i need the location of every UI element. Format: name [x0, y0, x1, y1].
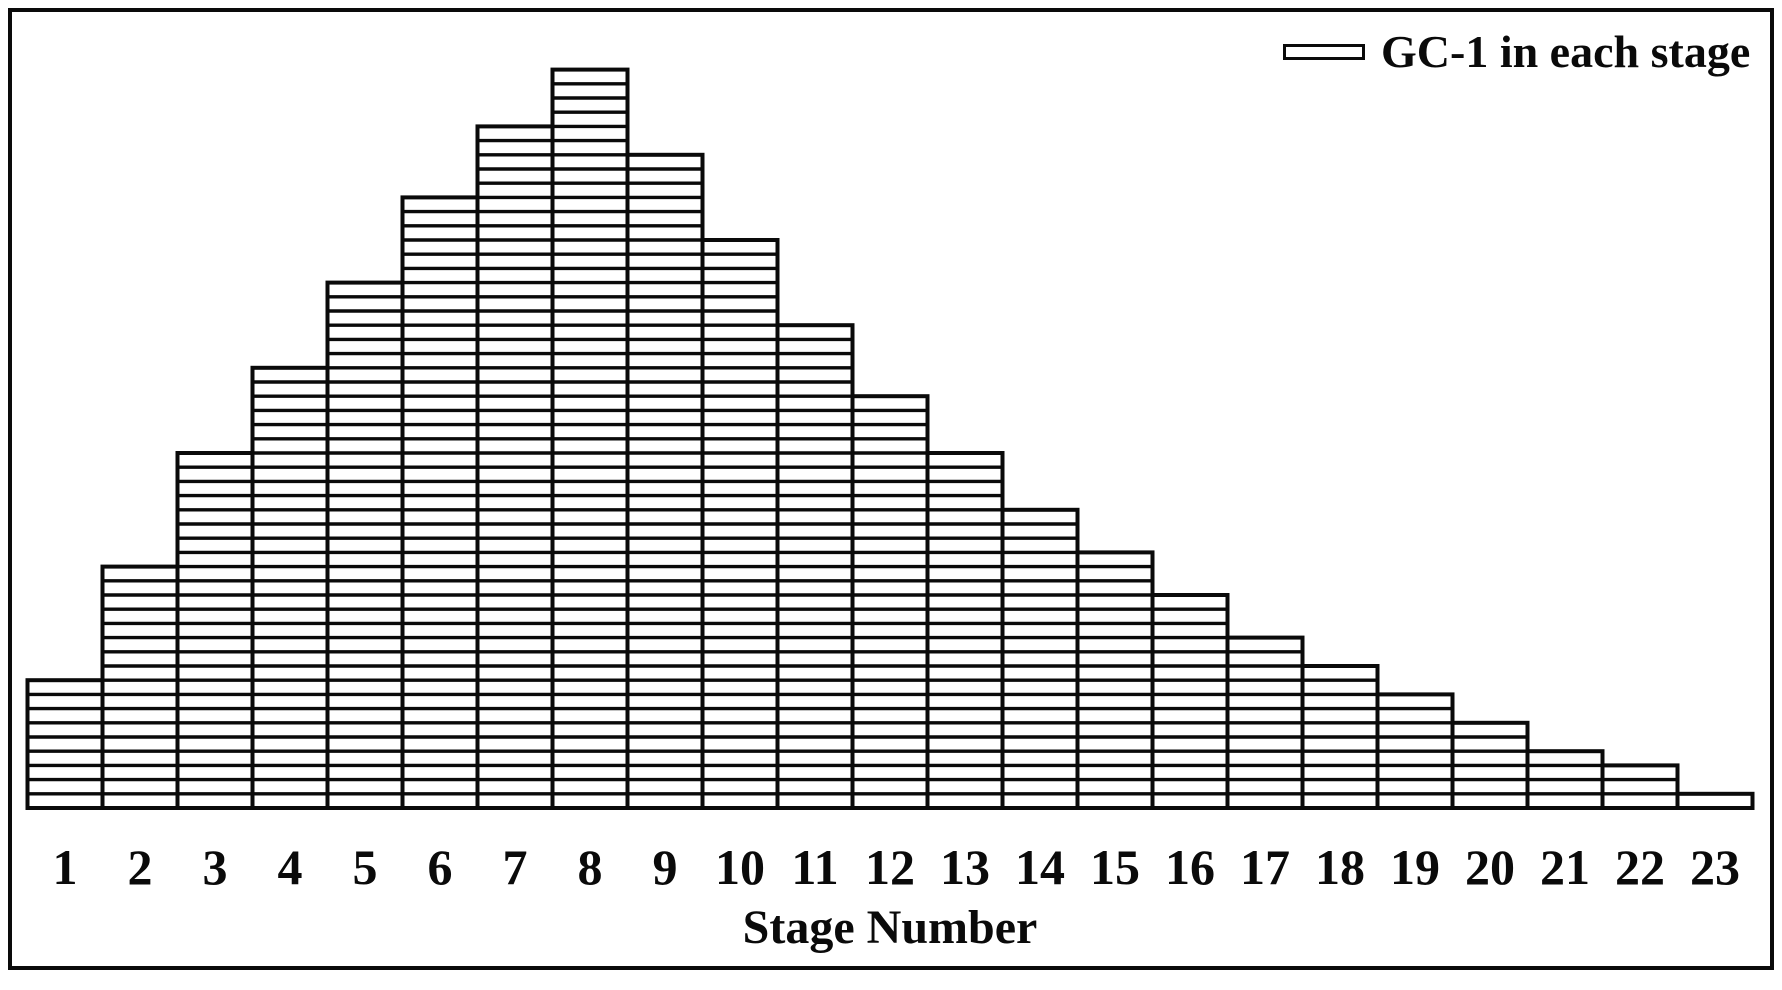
bar-stage-19 — [1375, 692, 1455, 811]
bar-stage-22 — [1600, 763, 1680, 811]
legend-label: GC-1 in each stage — [1381, 26, 1751, 77]
bar-stage-13 — [925, 451, 1005, 810]
x-tick-label-17: 17 — [1240, 839, 1290, 895]
x-tick-label-3: 3 — [202, 839, 228, 895]
x-tick-label-7: 7 — [502, 839, 528, 895]
bar-stage-23 — [1675, 791, 1755, 810]
x-tick-label-16: 16 — [1165, 839, 1215, 895]
x-tick-label-21: 21 — [1540, 839, 1590, 895]
x-tick-label-5: 5 — [352, 839, 378, 895]
bar-stage-18 — [1300, 664, 1380, 810]
bar-stage-16 — [1150, 593, 1230, 810]
x-tick-label-11: 11 — [791, 839, 839, 895]
x-tick-label-12: 12 — [865, 839, 915, 895]
bar-stage-21 — [1525, 749, 1605, 811]
bar-stage-8 — [550, 67, 630, 811]
bar-stage-15 — [1075, 550, 1155, 811]
x-tick-label-14: 14 — [1015, 839, 1065, 895]
x-tick-label-18: 18 — [1315, 839, 1365, 895]
x-tick-label-13: 13 — [940, 839, 990, 895]
bar-stage-17 — [1225, 635, 1305, 810]
x-tick-label-1: 1 — [52, 839, 78, 895]
x-tick-label-10: 10 — [715, 839, 765, 895]
bar-stage-20 — [1450, 720, 1530, 810]
bar-stage-3 — [175, 451, 255, 810]
bar-stage-4 — [250, 365, 330, 810]
x-tick-label-9: 9 — [652, 839, 678, 895]
bar-stage-10 — [700, 238, 780, 810]
bar-stage-7 — [475, 124, 555, 810]
bar-stage-5 — [325, 280, 405, 811]
bar-stage-6 — [400, 195, 480, 810]
bar-stage-1 — [25, 678, 105, 811]
bar-stage-12 — [850, 394, 930, 810]
x-tick-label-20: 20 — [1465, 839, 1515, 895]
x-axis-title: Stage Number — [742, 901, 1038, 954]
x-tick-label-4: 4 — [277, 839, 303, 895]
legend: GC-1 in each stage — [1283, 28, 1750, 76]
x-tick-label-19: 19 — [1390, 839, 1440, 895]
x-tick-label-8: 8 — [577, 839, 603, 895]
x-tick-label-2: 2 — [127, 839, 153, 895]
bar-stage-2 — [100, 564, 180, 810]
x-tick-label-15: 15 — [1090, 839, 1140, 895]
bar-stage-9 — [625, 152, 705, 811]
bar-stage-14 — [1000, 507, 1080, 810]
x-tick-label-6: 6 — [427, 839, 453, 895]
x-tick-label-22: 22 — [1615, 839, 1665, 895]
legend-swatch-icon — [1283, 44, 1365, 60]
x-tick-label-23: 23 — [1690, 839, 1740, 895]
bar-stage-11 — [775, 323, 855, 810]
